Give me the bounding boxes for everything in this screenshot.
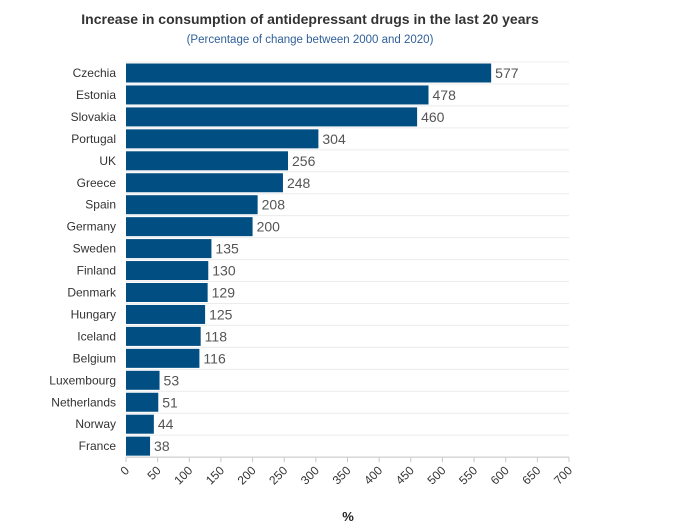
- tick-label: 50: [144, 463, 164, 483]
- category-label: Estonia: [76, 88, 116, 102]
- x-axis-ticks: 0 50 100 150 200 250 300 350 400 450 500 550 600 650 7…: [117, 457, 575, 487]
- category-label: Spain: [85, 198, 116, 212]
- category-label: Denmark: [67, 286, 117, 300]
- bar: [126, 414, 154, 434]
- bar: [126, 63, 492, 83]
- bar: [126, 326, 201, 346]
- bar: [126, 173, 283, 193]
- category-label: Netherlands: [51, 395, 116, 409]
- data-label: 44: [158, 416, 174, 432]
- data-label: 130: [212, 263, 236, 279]
- category-label: Greece: [77, 176, 117, 190]
- category-label: Portugal: [71, 132, 116, 146]
- bar: [126, 283, 208, 302]
- tick-label: 150: [203, 463, 227, 487]
- data-label: 248: [287, 175, 311, 191]
- category-label: Czechia: [73, 66, 117, 80]
- category-label: Sweden: [73, 242, 116, 256]
- bar: [126, 348, 200, 368]
- bar: [126, 392, 159, 412]
- bar: [126, 85, 429, 105]
- bar: [126, 239, 212, 259]
- bars: [126, 63, 492, 456]
- category-label: Germany: [67, 220, 116, 234]
- category-label: Iceland: [77, 329, 116, 343]
- category-label: France: [79, 439, 117, 453]
- tick-label: 700: [551, 463, 575, 487]
- bar: [126, 436, 151, 456]
- data-label: 51: [162, 394, 178, 410]
- bar: [126, 129, 319, 149]
- bar: [126, 261, 209, 281]
- tick-label: 600: [488, 463, 512, 487]
- category-label: Slovakia: [71, 110, 117, 124]
- x-axis-title: %: [342, 509, 354, 524]
- data-label: 304: [322, 131, 346, 147]
- data-label: 460: [421, 109, 445, 125]
- bar: [126, 195, 258, 215]
- data-label: 129: [212, 285, 236, 301]
- tick-label: 0: [117, 463, 132, 478]
- chart-title: Increase in consumption of antidepressan…: [81, 11, 539, 27]
- tick-label: 400: [361, 463, 385, 487]
- bar: [126, 370, 160, 390]
- data-label: 208: [262, 197, 286, 213]
- tick-label: 300: [298, 463, 322, 487]
- tick-label: 650: [519, 463, 543, 487]
- tick-label: 350: [330, 463, 354, 487]
- category-label: Belgium: [73, 351, 116, 365]
- chart-subtitle: (Percentage of change between 2000 and 2…: [186, 34, 434, 46]
- tick-label: 250: [266, 463, 290, 487]
- category-label: UK: [99, 154, 116, 168]
- category-label: Norway: [75, 417, 116, 431]
- category-label: Luxembourg: [49, 373, 116, 387]
- tick-label: 100: [171, 463, 195, 487]
- data-label: 135: [215, 241, 239, 257]
- bar: [126, 107, 418, 127]
- bar: [126, 217, 253, 237]
- data-label: 200: [257, 219, 281, 235]
- tick-label: 450: [393, 463, 417, 487]
- data-label: 38: [154, 438, 170, 454]
- tick-label: 500: [424, 463, 448, 487]
- data-label: 478: [433, 87, 457, 103]
- data-label: 116: [203, 350, 226, 366]
- category-label: Hungary: [71, 307, 116, 321]
- tick-label: 550: [456, 463, 480, 487]
- tick-label: 200: [235, 463, 259, 487]
- category-label: Finland: [77, 264, 116, 278]
- data-label: 256: [292, 153, 316, 169]
- data-label: 125: [209, 306, 233, 322]
- data-label: 118: [205, 328, 228, 344]
- bar: [126, 304, 206, 324]
- category-labels: Czechia Estonia Slovakia Portugal UK Greece Sp…: [49, 66, 117, 453]
- data-label: 577: [495, 65, 519, 81]
- data-label: 53: [164, 372, 180, 388]
- bar: [126, 151, 289, 171]
